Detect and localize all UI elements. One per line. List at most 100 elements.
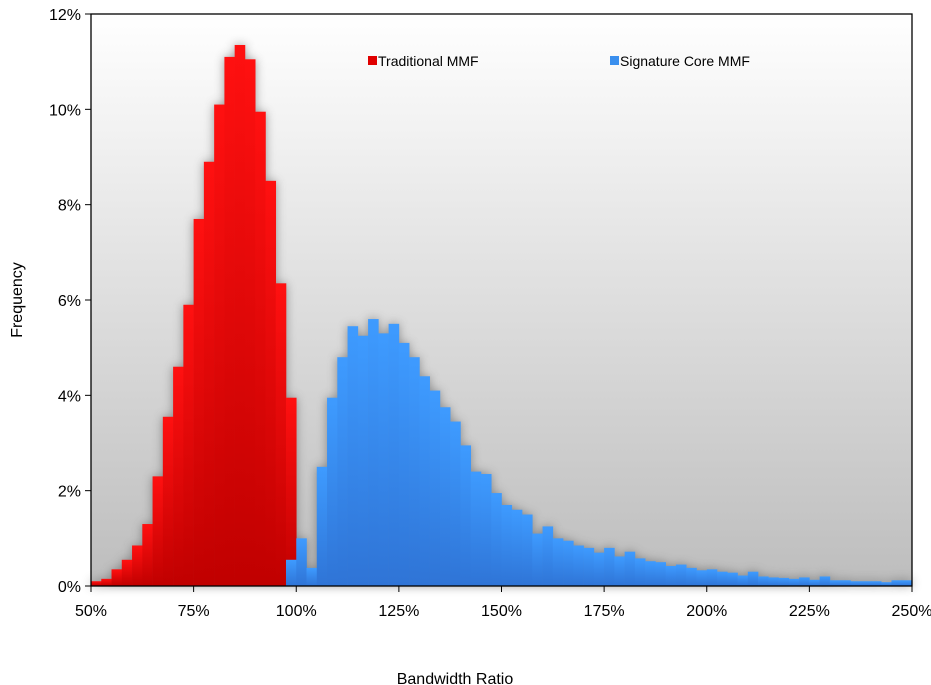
bar-signature-9 [378,333,389,586]
bar-signature-51 [809,580,820,586]
y-tick-label: 8% [58,198,81,215]
bar-traditional-15 [245,59,256,586]
bar-signature-17 [460,445,471,586]
bar-signature-12 [409,357,420,586]
bar-traditional-3 [122,560,133,586]
bar-signature-2 [307,568,318,586]
bar-traditional-7 [163,417,174,586]
bar-signature-38 [676,565,687,586]
bar-signature-45 [748,572,759,586]
bar-signature-10 [389,324,400,586]
bar-signature-19 [481,474,492,586]
bar-signature-15 [440,407,451,586]
bar-traditional-14 [235,45,246,586]
bar-signature-50 [799,577,810,586]
bar-signature-0 [286,560,297,586]
bar-signature-25 [543,526,554,586]
y-tick-label: 10% [49,102,81,119]
bar-signature-6 [348,326,359,586]
x-axis: 50% 75% 100% 125% 150% 175% 200% 225% 250% [75,586,931,620]
x-tick-label: 175% [584,603,625,620]
bar-traditional-12 [214,105,225,586]
bar-traditional-5 [142,524,153,586]
bar-signature-47 [768,577,779,586]
legend-swatch-traditional [368,56,377,65]
bar-traditional-10 [194,219,205,586]
bar-traditional-0 [91,581,102,586]
bar-traditional-6 [153,476,164,586]
bar-signature-34 [635,558,646,586]
bar-signature-56 [861,581,872,586]
y-tick-label: 4% [58,388,81,405]
bar-signature-29 [584,548,595,586]
bar-signature-5 [337,357,348,586]
bar-signature-31 [604,548,615,586]
bar-signature-22 [512,510,523,586]
bar-traditional-2 [112,569,123,586]
bar-traditional-13 [224,57,235,586]
bar-traditional-4 [132,545,143,586]
bar-signature-33 [625,552,636,586]
bar-traditional-16 [255,112,266,586]
legend-label-signature: Signature Core MMF [620,53,750,69]
bar-signature-42 [717,572,728,586]
x-tick-label: 75% [178,603,210,620]
legend-swatch-signature [610,56,619,65]
bar-signature-7 [358,336,369,586]
y-tick-label: 12% [49,7,81,24]
bar-signature-1 [296,538,307,586]
bar-signature-21 [502,505,513,586]
bar-signature-53 [830,580,841,586]
bar-signature-18 [471,472,482,586]
x-tick-label: 225% [789,603,830,620]
bar-signature-46 [758,576,769,586]
bar-signature-24 [532,534,543,586]
y-tick-label: 0% [58,579,81,596]
x-tick-label: 200% [686,603,727,620]
bar-signature-28 [573,545,584,586]
bar-signature-20 [491,493,502,586]
bar-signature-41 [707,569,718,586]
y-axis: 0%2%4%6%8%10%12% [49,7,91,596]
bar-signature-36 [655,562,666,586]
y-axis-title: Frequency [9,262,26,338]
bar-signature-40 [696,570,707,586]
bar-signature-59 [891,580,902,586]
bar-signature-16 [450,422,461,586]
bar-signature-8 [368,319,379,586]
bar-signature-55 [850,581,861,586]
legend-label-traditional: Traditional MMF [378,53,479,69]
y-tick-label: 6% [58,293,81,310]
bar-traditional-18 [276,283,287,586]
bar-signature-30 [594,553,605,586]
bar-signature-57 [871,581,882,586]
bar-signature-39 [686,568,697,586]
x-tick-label: 50% [75,603,107,620]
bar-signature-54 [840,580,851,586]
bar-signature-52 [820,576,831,586]
bar-signature-14 [430,391,441,586]
bar-traditional-9 [183,305,194,586]
bar-signature-35 [645,561,656,586]
bar-signature-3 [317,467,328,586]
bar-signature-23 [522,515,533,587]
bar-signature-43 [727,573,738,586]
bar-signature-4 [327,398,338,586]
bar-signature-48 [779,578,790,586]
bar-traditional-19 [286,398,297,586]
x-axis-title: Bandwidth Ratio [397,671,514,685]
bar-signature-32 [614,556,625,586]
bar-traditional-1 [101,579,112,586]
bar-traditional-11 [204,162,215,586]
bar-signature-49 [789,579,800,586]
bar-traditional-8 [173,367,184,586]
bar-signature-26 [553,538,564,586]
bar-signature-13 [419,376,430,586]
bar-signature-11 [399,343,410,586]
bar-signature-37 [666,566,677,586]
x-tick-label: 150% [481,603,522,620]
bar-signature-44 [738,576,749,586]
bar-traditional-17 [265,181,276,586]
x-tick-label: 125% [378,603,419,620]
